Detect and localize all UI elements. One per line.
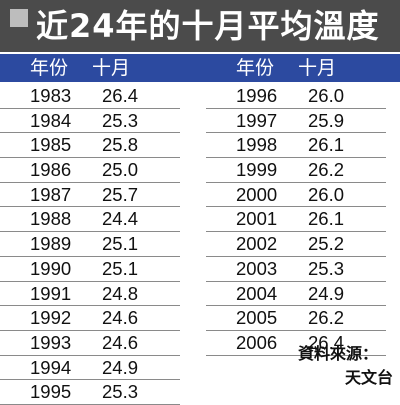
table-row: 1996 26.0	[206, 84, 386, 109]
header-month-left: 十月	[92, 57, 131, 79]
temperature-cell: 25.1	[102, 257, 139, 279]
year-cell: 1984	[30, 109, 72, 131]
table-row: 1985 25.8	[0, 133, 180, 159]
header-year-left: 年份	[30, 57, 69, 79]
table-row: 1984 25.3	[0, 109, 180, 134]
year-cell: 1983	[30, 85, 72, 106]
temperature-cell: 26.2	[308, 159, 345, 181]
temperature-cell: 24.4	[102, 208, 139, 230]
temperature-cell: 24.9	[308, 282, 345, 304]
year-cell: 2001	[236, 208, 278, 230]
temperature-cell: 26.2	[308, 307, 345, 329]
year-cell: 1995	[30, 381, 72, 403]
table-row: 2002 25.2	[206, 232, 386, 257]
year-cell: 2005	[236, 307, 278, 329]
temperature-cell: 25.8	[102, 134, 139, 156]
table-row: 1986 25.0	[0, 158, 180, 183]
temperature-cell: 26.1	[308, 208, 345, 230]
year-cell: 1989	[30, 233, 72, 255]
temperature-cell: 25.9	[308, 109, 345, 131]
table-row: 1992 24.6	[0, 306, 180, 331]
table-row: 2005 26.2	[206, 306, 386, 331]
temperature-cell: 25.1	[102, 233, 139, 255]
temperature-cell: 25.3	[102, 381, 139, 403]
temperature-cell: 24.9	[102, 356, 139, 378]
temperature-cell: 25.7	[102, 183, 139, 205]
year-cell: 1994	[30, 356, 72, 378]
table-row: 1990 25.1	[0, 257, 180, 282]
year-cell: 1996	[236, 85, 278, 106]
year-cell: 1988	[30, 208, 72, 230]
table-header	[0, 54, 400, 82]
year-cell: 1991	[30, 282, 72, 304]
source-name: 天文台	[344, 368, 393, 387]
temperature-cell: 26.4	[308, 331, 345, 353]
title-square-icon	[10, 9, 28, 27]
table-row: 2004 24.9	[206, 282, 386, 307]
temperature-cell: 25.2	[308, 233, 345, 255]
temperature-cell: 26.0	[308, 85, 345, 106]
table-column-left: 1983 26.4 1984 25.3 1985 25.8 1986 25.0 1987 25.7…	[0, 84, 180, 405]
temperature-cell: 25.0	[102, 159, 139, 181]
temperature-cell: 25.3	[102, 109, 139, 131]
year-cell: 1997	[236, 109, 278, 131]
year-cell: 2003	[236, 257, 278, 279]
year-cell: 1999	[236, 159, 278, 181]
year-cell: 2002	[236, 233, 278, 255]
temperature-cell: 24.6	[102, 307, 139, 329]
table-row: 2001 26.1	[206, 207, 386, 233]
page-title: 近24年的十月平均溫度	[36, 7, 380, 45]
year-cell: 1987	[30, 183, 72, 205]
temperature-cell: 26.1	[308, 134, 345, 156]
header-month-right: 十月	[298, 57, 337, 79]
table-row: 1989 25.1	[0, 232, 180, 257]
source-label: 資料來源：	[298, 344, 379, 363]
year-cell: 1993	[30, 331, 72, 353]
table-row: 1993 24.6	[0, 331, 180, 356]
temperature-cell: 26.4	[102, 85, 139, 106]
year-cell: 1986	[30, 159, 72, 181]
year-cell: 2006	[236, 331, 278, 353]
table-column-right: 1996 26.0 1997 25.9 1998 26.1 1999 26.2 2000 26.0…	[206, 84, 386, 356]
source-note: 資料來源： 天文台	[298, 342, 393, 390]
year-cell: 2004	[236, 282, 278, 304]
year-cell: 1998	[236, 134, 278, 156]
table-row: 1991 24.8	[0, 282, 180, 307]
year-cell: 1992	[30, 307, 72, 329]
table-row: 1995 25.3	[0, 380, 180, 405]
year-cell: 1985	[30, 134, 72, 156]
table-row: 1987 25.7	[0, 183, 180, 208]
table-row: 1994 24.9	[0, 356, 180, 381]
table-row: 1983 26.4	[0, 84, 180, 109]
table-row: 2003 25.3	[206, 257, 386, 282]
table-row: 2000 26.0	[206, 183, 386, 208]
header-year-right: 年份	[236, 57, 275, 79]
table-row: 1988 24.4	[0, 207, 180, 233]
table-row: 2006 26.4	[206, 331, 386, 356]
year-cell: 2000	[236, 183, 278, 205]
table-row: 1999 26.2	[206, 158, 386, 183]
temperature-cell: 24.6	[102, 331, 139, 353]
title-bar	[0, 0, 400, 52]
year-cell: 1990	[30, 257, 72, 279]
temperature-cell: 25.3	[308, 257, 345, 279]
temperature-cell: 26.0	[308, 183, 345, 205]
table-row: 1998 26.1	[206, 133, 386, 159]
temperature-cell: 24.8	[102, 282, 139, 304]
table-row: 1997 25.9	[206, 109, 386, 134]
